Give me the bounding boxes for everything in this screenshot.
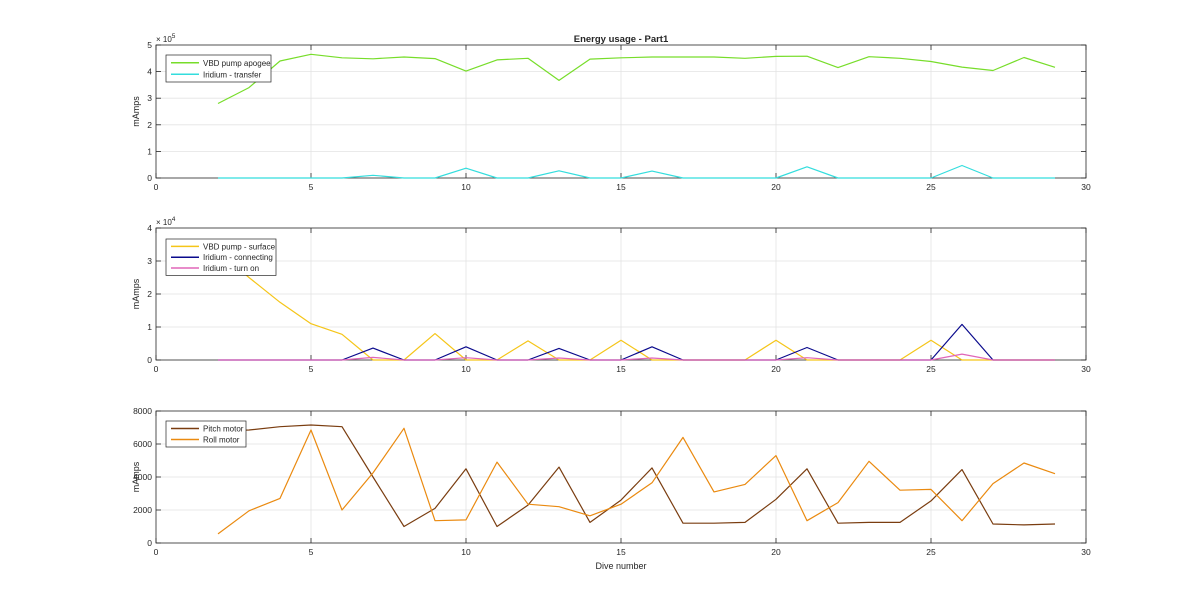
legend-label: VBD pump - surface bbox=[203, 242, 276, 251]
x-tick-label: 20 bbox=[771, 364, 781, 374]
legend: Pitch motor Roll motor bbox=[165, 420, 247, 448]
x-tick-label: 30 bbox=[1081, 547, 1091, 557]
y-axis-label: mAmps bbox=[131, 461, 141, 492]
x-tick-label: 30 bbox=[1081, 364, 1091, 374]
x-tick-label: 10 bbox=[461, 182, 471, 192]
chart-title: Energy usage - Part1 bbox=[574, 34, 669, 45]
x-tick-label: 15 bbox=[616, 547, 626, 557]
x-tick-label: 5 bbox=[309, 364, 314, 374]
series-line-iridium-transfer bbox=[218, 164, 1055, 179]
y-tick-label: 3 bbox=[147, 256, 152, 266]
y-tick-label: 0 bbox=[147, 538, 152, 548]
x-tick-label: 5 bbox=[309, 547, 314, 557]
y-tick-label: 2 bbox=[147, 120, 152, 130]
y-tick-label: 0 bbox=[147, 173, 152, 183]
legend-label: Iridium - transfer bbox=[203, 70, 262, 79]
x-tick-label: 30 bbox=[1081, 182, 1091, 192]
y-tick-label: 8000 bbox=[133, 406, 152, 416]
x-tick-label: 25 bbox=[926, 547, 936, 557]
x-tick-label: 15 bbox=[616, 364, 626, 374]
x-tick-label: 0 bbox=[154, 182, 159, 192]
legend-label: Iridium - connecting bbox=[203, 253, 273, 262]
series-line-pitch-motor bbox=[217, 424, 1056, 528]
legend-label: Iridium - turn on bbox=[203, 264, 259, 273]
y-exponent-label: × 105 bbox=[156, 33, 176, 44]
legend: VBD pump apogee Iridium - transfer bbox=[165, 54, 272, 83]
x-axis-label: Dive number bbox=[595, 561, 646, 571]
y-tick-label: 2 bbox=[147, 289, 152, 299]
x-tick-label: 25 bbox=[926, 182, 936, 192]
y-exponent-base: × 10 bbox=[156, 35, 172, 44]
y-axis-label: mAmps bbox=[131, 96, 141, 127]
legend: VBD pump - surface Iridium - connecting Ir… bbox=[165, 238, 277, 276]
x-tick-label: 0 bbox=[154, 364, 159, 374]
y-tick-label: 0 bbox=[147, 355, 152, 365]
legend-label: Pitch motor bbox=[203, 425, 244, 434]
y-tick-label: 5 bbox=[147, 40, 152, 50]
y-tick-label: 2000 bbox=[133, 505, 152, 515]
x-tick-label: 10 bbox=[461, 364, 471, 374]
y-tick-label: 1 bbox=[147, 146, 152, 156]
x-tick-label: 15 bbox=[616, 182, 626, 192]
x-tick-label: 20 bbox=[771, 547, 781, 557]
series-line-roll-motor bbox=[217, 427, 1056, 535]
legend-label: VBD pump apogee bbox=[203, 59, 271, 68]
x-tick-label: 5 bbox=[309, 182, 314, 192]
x-tick-label: 25 bbox=[926, 364, 936, 374]
y-tick-label: 4 bbox=[147, 223, 152, 233]
series-line-vbd-pump-apogee bbox=[217, 53, 1056, 105]
y-axis-label: mAmps bbox=[131, 278, 141, 309]
legend-label: Roll motor bbox=[203, 436, 240, 445]
x-tick-label: 0 bbox=[154, 547, 159, 557]
y-exponent-power: 5 bbox=[172, 33, 176, 40]
series-line-iridium-turn-on bbox=[218, 353, 1055, 361]
y-exponent-base: × 10 bbox=[156, 218, 172, 227]
y-exponent-label: × 104 bbox=[156, 216, 176, 227]
legend-box bbox=[165, 420, 247, 448]
y-tick-label: 1 bbox=[147, 322, 152, 332]
y-exponent-power: 4 bbox=[172, 216, 176, 223]
legend-box bbox=[165, 54, 272, 83]
y-tick-label: 4000 bbox=[133, 472, 152, 482]
y-tick-label: 6000 bbox=[133, 439, 152, 449]
x-tick-label: 10 bbox=[461, 547, 471, 557]
series-line-vbd-pump-surface bbox=[217, 250, 1055, 361]
y-tick-label: 4 bbox=[147, 67, 152, 77]
plot-panel-3: 0 5 10 15 20 25 30 0 2000 4000 6000 8000 mAmps Dive n… bbox=[131, 406, 1091, 571]
y-tick-label: 3 bbox=[147, 93, 152, 103]
x-tick-label: 20 bbox=[771, 182, 781, 192]
